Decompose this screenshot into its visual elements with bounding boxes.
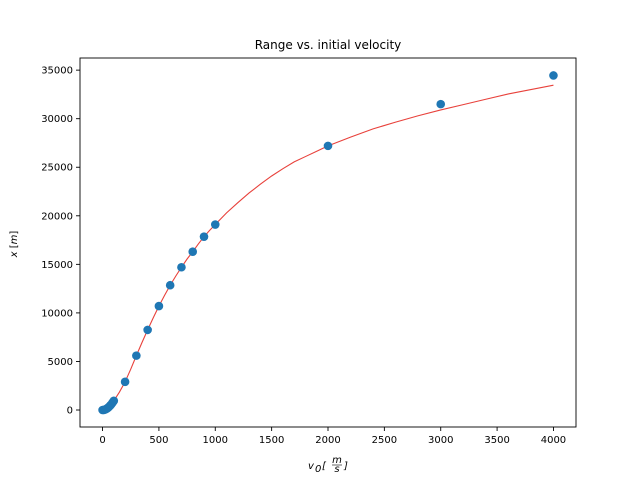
plot-area: 0 500 1000 1500 2000 2500 3000 3500 4000 0 5000 100…	[41, 57, 577, 446]
y-tick-label: 15000	[41, 260, 73, 271]
y-axis-unit: m	[9, 234, 20, 244]
data-point	[323, 141, 333, 151]
chart-title: Range vs. initial velocity	[255, 38, 402, 52]
data-point	[120, 377, 130, 387]
data-point	[165, 280, 175, 290]
y-tick-label: 35000	[41, 66, 73, 77]
y-tick-label: 0	[67, 406, 73, 417]
data-point	[199, 232, 209, 241]
x-axis-label: v 0 [ m s ]	[308, 455, 348, 475]
data-point	[132, 351, 141, 360]
x-tick-label: 500	[149, 435, 168, 446]
y-tick-label: 5000	[48, 357, 73, 368]
data-point	[436, 99, 446, 109]
y-axis-label: x [m]	[9, 231, 20, 259]
x-axis-unit-numerator: m	[332, 455, 342, 466]
y-tick-label: 20000	[41, 211, 73, 222]
x-tick-label: 1000	[203, 435, 228, 446]
x-tick-label: 2500	[372, 435, 397, 446]
x-tick-label: 3500	[484, 435, 509, 446]
data-point	[154, 301, 164, 311]
x-tick-label: 4000	[541, 435, 566, 446]
data-point	[109, 396, 119, 406]
y-tick-label: 10000	[41, 308, 73, 319]
data-point	[177, 262, 186, 272]
x-axis-bracket-close: ]	[343, 461, 348, 472]
y-tick-label: 30000	[41, 114, 73, 125]
data-point	[143, 325, 152, 335]
y-axis-unit-open: [	[9, 244, 20, 248]
data-point	[549, 71, 558, 80]
x-axis-unit-denominator: s	[334, 464, 339, 475]
x-tick-label: 1500	[259, 435, 284, 446]
x-axis-bracket-open: [	[322, 461, 327, 472]
x-axis-symbol: v	[308, 461, 315, 472]
y-axis-symbol: x	[9, 251, 20, 258]
data-point	[188, 247, 198, 257]
x-tick-label: 3000	[428, 435, 453, 446]
y-tick-label: 25000	[41, 163, 73, 174]
y-axis-unit-close: ]	[9, 231, 20, 235]
data-point	[210, 220, 220, 229]
x-tick-label: 0	[99, 435, 105, 446]
x-axis-subscript: 0	[315, 464, 321, 475]
x-tick-label: 2000	[315, 435, 340, 446]
